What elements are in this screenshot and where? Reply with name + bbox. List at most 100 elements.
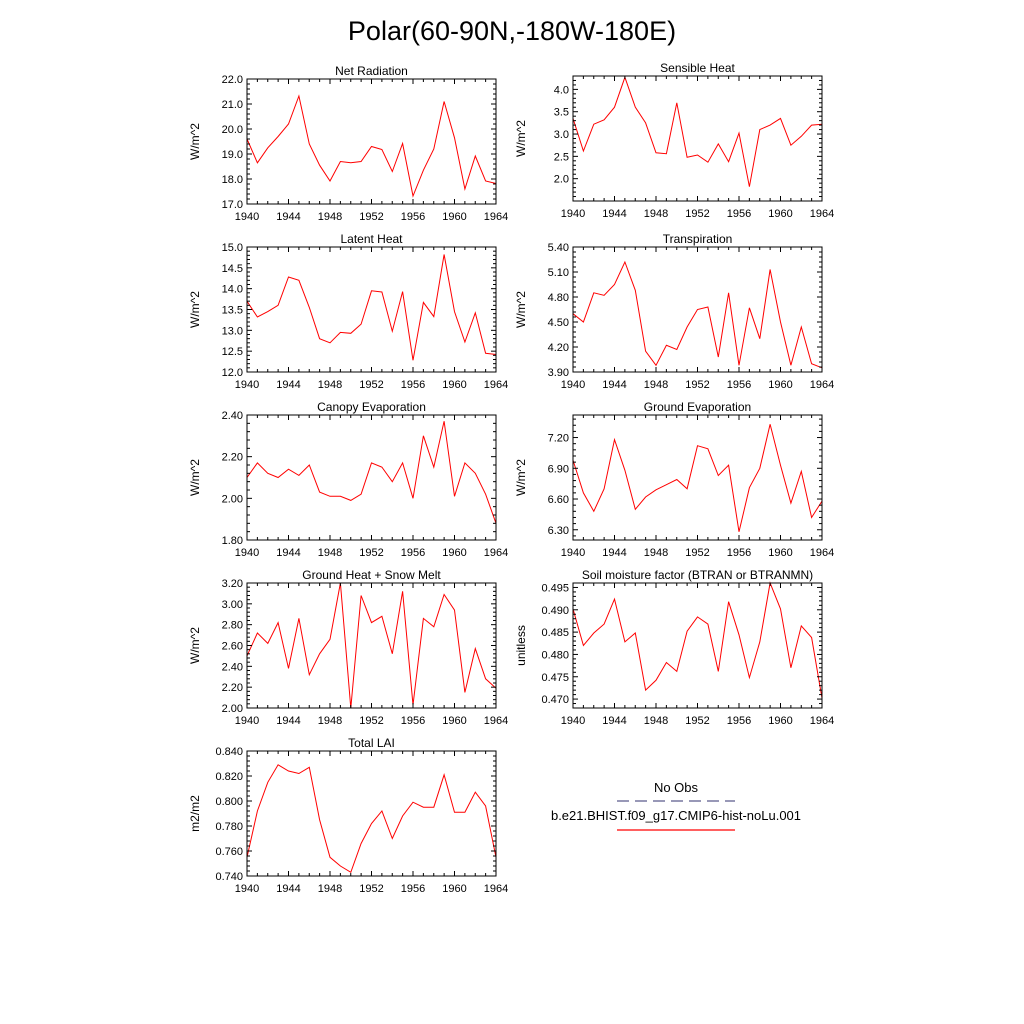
y-tick-label: 0.840: [215, 746, 243, 758]
x-tick-label: 1944: [602, 547, 626, 559]
series-line: [246, 582, 497, 709]
x-tick-label: 1952: [359, 379, 383, 391]
y-tick-label: 3.00: [222, 599, 243, 611]
x-tick-label: 1964: [810, 379, 834, 391]
y-tick-label: 14.0: [222, 284, 243, 296]
x-tick-label: 1960: [768, 715, 792, 727]
y-tick-label: 0.480: [541, 649, 569, 661]
x-tick-label: 1940: [561, 208, 585, 220]
x-tick-label: 1960: [768, 208, 792, 220]
y-tick-label: 6.60: [548, 494, 569, 506]
y-tick-label: 3.20: [222, 578, 243, 590]
y-tick-label: 4.50: [548, 317, 569, 329]
legend-model-label: b.e21.BHIST.f09_g17.CMIP6-hist-noLu.001: [551, 808, 801, 823]
x-tick-label: 1960: [442, 547, 466, 559]
chart-title: Net Radiation: [335, 64, 408, 78]
panels: Net Radiation W/m^2 1940 1944 1948 1952 1956 19…: [188, 61, 834, 895]
x-tick-label: 1940: [235, 547, 259, 559]
y-tick-label: 13.5: [222, 305, 243, 317]
x-tick-label: 1940: [235, 883, 259, 895]
x-tick-label: 1960: [442, 379, 466, 391]
x-tick-label: 1944: [602, 715, 626, 727]
x-tick-label: 1956: [727, 379, 751, 391]
y-tick-label: 5.10: [548, 267, 569, 279]
chart-panel: Latent Heat W/m^2 1940 1944 1948 1952 1956 1960…: [188, 232, 508, 391]
series-line: [572, 581, 823, 699]
legend-obs-label: No Obs: [654, 780, 699, 795]
x-tick-label: 1952: [359, 715, 383, 727]
x-tick-label: 1964: [810, 715, 834, 727]
x-tick-label: 1964: [810, 547, 834, 559]
y-tick-label: 0.800: [215, 796, 243, 808]
chart-panel: Ground Evaporation W/m^2 1940 1944 1948 1952 1…: [514, 400, 834, 559]
series-line: [572, 424, 823, 532]
x-tick-label: 1952: [685, 208, 709, 220]
page-title: Polar(60-90N,-180W-180E): [348, 16, 676, 46]
y-tick-label: 2.00: [222, 493, 243, 505]
y-axis-label: W/m^2: [188, 291, 202, 328]
x-tick-label: 1948: [644, 547, 668, 559]
y-tick-label: 1.80: [222, 535, 243, 547]
chart-panel: Total LAI m2/m2 1940 1944 1948 1952 1956 1960 19…: [188, 736, 508, 895]
y-axis-label: W/m^2: [188, 123, 202, 160]
y-tick-label: 4.0: [554, 84, 569, 96]
x-tick-label: 1956: [727, 547, 751, 559]
y-tick-label: 2.40: [222, 410, 243, 422]
y-tick-label: 2.0: [554, 174, 569, 186]
series-line: [572, 75, 823, 187]
y-tick-label: 4.20: [548, 342, 569, 354]
y-tick-label: 2.00: [222, 703, 243, 715]
x-tick-label: 1944: [276, 547, 300, 559]
plot-frame: [572, 75, 823, 202]
chart-panel: Transpiration W/m^2 1940 1944 1948 1952 1956 19…: [514, 232, 834, 391]
y-tick-label: 19.0: [222, 149, 243, 161]
series-line: [246, 254, 497, 361]
y-tick-label: 7.20: [548, 433, 569, 445]
legend: No Obs b.e21.BHIST.f09_g17.CMIP6-hist-no…: [551, 780, 801, 831]
x-tick-label: 1948: [644, 208, 668, 220]
series-line: [246, 764, 497, 874]
x-tick-label: 1964: [484, 211, 508, 223]
x-tick-label: 1940: [561, 715, 585, 727]
y-tick-label: 2.5: [554, 151, 569, 163]
x-tick-label: 1944: [276, 211, 300, 223]
y-tick-label: 0.820: [215, 771, 243, 783]
x-tick-label: 1952: [685, 715, 709, 727]
x-tick-label: 1956: [727, 715, 751, 727]
chart-title: Canopy Evaporation: [317, 400, 426, 414]
x-tick-label: 1948: [644, 715, 668, 727]
x-tick-label: 1940: [561, 379, 585, 391]
y-tick-label: 15.0: [222, 242, 243, 254]
y-tick-label: 0.470: [541, 694, 569, 706]
x-tick-label: 1964: [484, 715, 508, 727]
y-tick-label: 12.5: [222, 346, 243, 358]
plot-frame: [246, 414, 497, 541]
y-tick-label: 0.485: [541, 627, 569, 639]
chart-panel: Canopy Evaporation W/m^2 1940 1944 1948 1952 1…: [188, 400, 508, 559]
x-tick-label: 1964: [810, 208, 834, 220]
y-tick-label: 6.90: [548, 463, 569, 475]
x-tick-label: 1952: [359, 211, 383, 223]
y-tick-label: 0.475: [541, 672, 569, 684]
y-tick-label: 0.490: [541, 605, 569, 617]
chart-panel: Sensible Heat W/m^2 1940 1944 1948 1952 1956 19…: [514, 61, 834, 220]
y-tick-label: 0.740: [215, 871, 243, 883]
y-tick-label: 2.20: [222, 452, 243, 464]
chart-title: Total LAI: [348, 736, 395, 750]
x-tick-label: 1960: [442, 715, 466, 727]
y-tick-label: 3.5: [554, 107, 569, 119]
plot-frame: [572, 582, 823, 709]
x-tick-label: 1948: [318, 715, 342, 727]
y-tick-label: 2.40: [222, 661, 243, 673]
plot-frame: [246, 750, 497, 877]
y-tick-label: 4.80: [548, 292, 569, 304]
x-tick-label: 1952: [685, 547, 709, 559]
x-tick-label: 1952: [359, 547, 383, 559]
series-line: [246, 421, 497, 524]
plot-frame: [246, 246, 497, 373]
y-tick-label: 0.495: [541, 582, 569, 594]
y-tick-label: 3.0: [554, 129, 569, 141]
y-tick-label: 2.20: [222, 682, 243, 694]
x-tick-label: 1940: [235, 211, 259, 223]
